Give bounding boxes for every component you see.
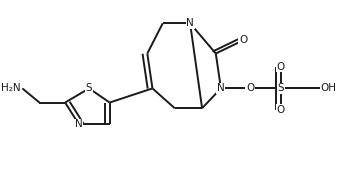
Text: S: S <box>86 83 92 93</box>
Text: H₂N: H₂N <box>1 83 21 93</box>
Text: O: O <box>246 83 254 93</box>
Text: N: N <box>217 83 225 93</box>
Text: N: N <box>186 18 194 28</box>
Text: O: O <box>277 62 285 72</box>
Text: S: S <box>278 83 284 93</box>
Text: O: O <box>239 35 247 45</box>
Text: N: N <box>75 119 83 129</box>
Text: OH: OH <box>320 83 336 93</box>
Text: O: O <box>277 105 285 115</box>
